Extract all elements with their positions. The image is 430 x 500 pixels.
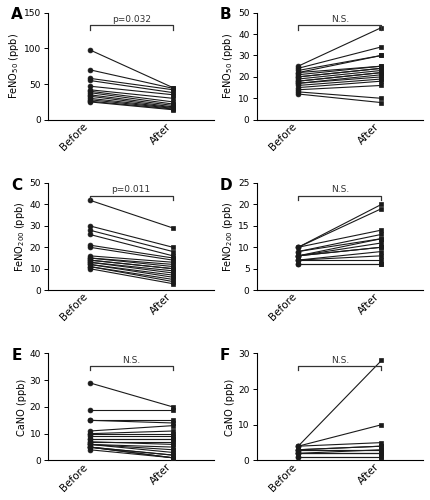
- Text: p=0.011: p=0.011: [112, 185, 151, 194]
- Text: D: D: [220, 178, 233, 192]
- Text: E: E: [11, 348, 22, 363]
- Text: N.S.: N.S.: [331, 15, 349, 24]
- Text: C: C: [11, 178, 22, 192]
- Text: N.S.: N.S.: [122, 356, 140, 364]
- Y-axis label: CaNO (ppb): CaNO (ppb): [17, 378, 27, 436]
- Y-axis label: FeNO$_{200}$ (ppb): FeNO$_{200}$ (ppb): [13, 202, 27, 272]
- Text: N.S.: N.S.: [331, 356, 349, 364]
- Text: A: A: [11, 8, 23, 22]
- Text: F: F: [220, 348, 230, 363]
- Y-axis label: FeNO$_{50}$ (ppb): FeNO$_{50}$ (ppb): [7, 33, 21, 99]
- Y-axis label: FeNO$_{200}$ (ppb): FeNO$_{200}$ (ppb): [221, 202, 235, 272]
- Text: N.S.: N.S.: [331, 185, 349, 194]
- Y-axis label: CaNO (ppb): CaNO (ppb): [225, 378, 235, 436]
- Y-axis label: FeNO$_{50}$ (ppb): FeNO$_{50}$ (ppb): [221, 33, 235, 99]
- Text: B: B: [220, 8, 232, 22]
- Text: p=0.032: p=0.032: [112, 15, 150, 24]
